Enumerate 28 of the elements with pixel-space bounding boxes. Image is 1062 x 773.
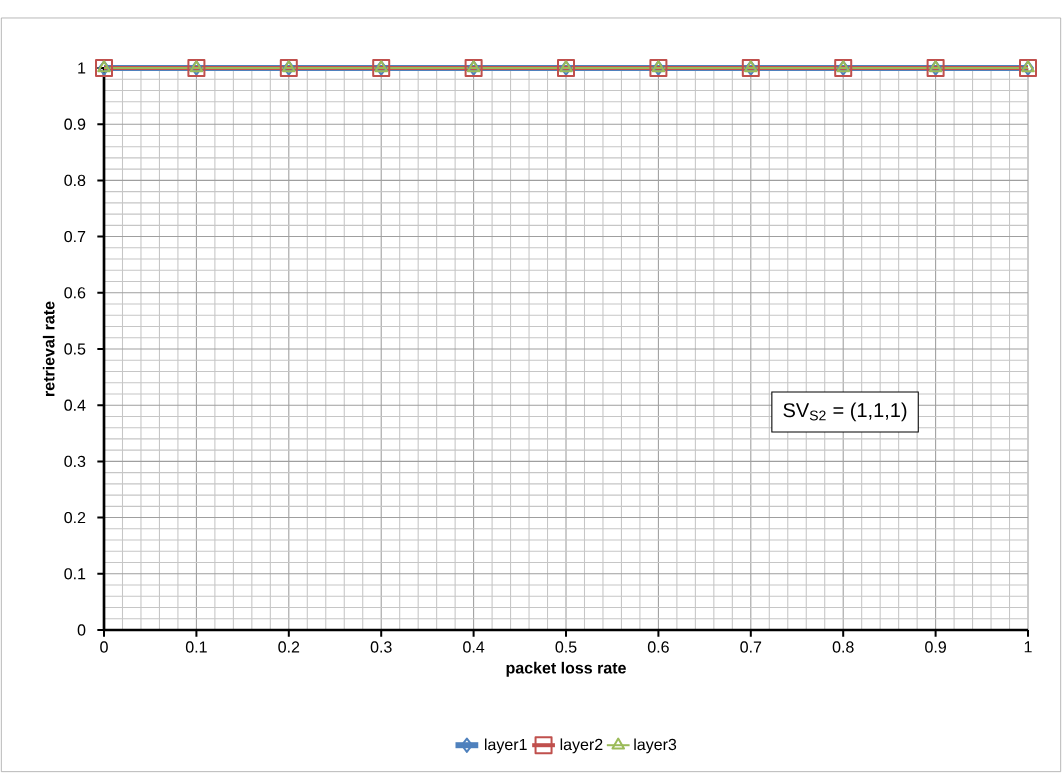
legend-label: layer1 xyxy=(485,738,527,754)
y-tick-label: 0.3 xyxy=(64,455,86,468)
legend-label: layer2 xyxy=(560,738,603,754)
x-tick-label: 0.5 xyxy=(555,641,577,653)
x-tick-label: 0.8 xyxy=(832,641,854,653)
y-tick-label: 0.4 xyxy=(64,399,86,411)
x-tick-label: 0.6 xyxy=(647,641,669,653)
y-tick-label: 1 xyxy=(78,62,86,74)
y-tick-label: 0.6 xyxy=(64,287,86,299)
x-tick-label: 0.9 xyxy=(925,641,946,653)
x-tick-label: 1 xyxy=(1024,641,1032,653)
x-tick-label: 0 xyxy=(100,641,108,653)
x-tick-label: 0.4 xyxy=(463,641,485,653)
y-axis-title: retrieval rate xyxy=(42,301,55,396)
x-axis-title: packet loss rate xyxy=(506,661,626,677)
y-tick-label: 0.1 xyxy=(64,568,86,580)
y-tick-label: 0 xyxy=(77,624,86,636)
x-tick-label: 0.1 xyxy=(185,641,207,653)
y-tick-label: 0.7 xyxy=(64,230,86,243)
y-tick-label: 0.5 xyxy=(64,343,86,355)
legend-label: layer3 xyxy=(634,738,677,754)
x-tick-label: 0.3 xyxy=(370,641,392,653)
y-tick-label: 0.8 xyxy=(64,174,86,187)
annotation: SV$_{S2}$ = (1,1,1) xyxy=(783,402,907,422)
x-tick-label: 0.2 xyxy=(278,641,300,653)
x-tick-label: 0.7 xyxy=(740,641,762,653)
y-tick-label: 0.9 xyxy=(64,118,86,130)
y-tick-label: 0.2 xyxy=(64,511,86,524)
